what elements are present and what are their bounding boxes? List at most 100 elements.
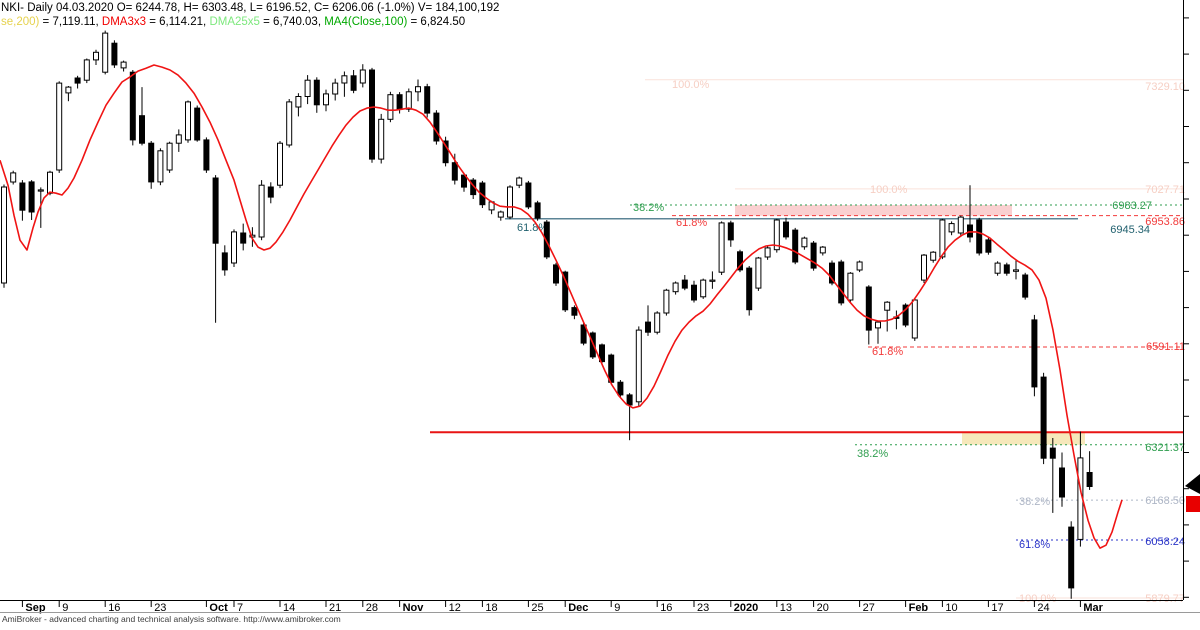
x-tick-label-10: 10: [945, 602, 957, 614]
candle-body: [323, 93, 329, 106]
candle-body: [967, 224, 973, 238]
indicator-segment-5: = 6,740.03,: [259, 16, 325, 28]
candle-body: [635, 329, 642, 403]
x-tick-label-2020: 2020: [734, 602, 758, 614]
candle-body: [175, 134, 182, 144]
indicator-segment-1: = 7,119.11,: [39, 16, 102, 28]
x-tick-label-sep: Sep: [25, 602, 45, 614]
candle-body: [856, 261, 863, 271]
x-tick-label-nov: Nov: [403, 602, 425, 614]
candle-body: [1068, 526, 1075, 589]
candle-body: [332, 82, 339, 95]
candle-body: [976, 219, 983, 254]
candle-body: [405, 91, 412, 110]
ohlc-info-line: NKI- Daily 04.03.2020 O= 6244.78, H= 630…: [1, 2, 500, 14]
candle-body: [111, 42, 118, 66]
candle-body: [369, 69, 375, 160]
candle-body: [139, 115, 145, 144]
indicator-segment-6: MA4(Close,100): [324, 16, 408, 28]
candle-body: [838, 261, 845, 304]
red-moving-average-line: [0, 64, 1123, 549]
candle-body: [350, 75, 357, 91]
candle-body: [129, 71, 136, 141]
x-tick-label-16: 16: [108, 602, 120, 614]
candle-body: [516, 177, 523, 186]
candle-body: [442, 140, 449, 164]
candle-body: [534, 202, 541, 219]
candle-body: [359, 69, 366, 84]
candle-body: [691, 284, 697, 301]
candle-body: [433, 112, 440, 142]
candle-body: [19, 182, 26, 211]
candle-body: [221, 252, 228, 271]
candles-layer: [1, 30, 1093, 599]
candle-body: [580, 324, 587, 344]
candle-body: [1040, 376, 1047, 459]
candle-body: [194, 107, 201, 141]
candle-body: [313, 79, 320, 106]
current-price-arrow-icon: [1185, 474, 1200, 494]
candle-body: [865, 286, 872, 331]
fib-61pct-6953-value-label: 6953.86: [1145, 216, 1185, 228]
x-tick-label-dec: Dec: [568, 602, 588, 614]
resistance-zone-band: [735, 205, 1012, 216]
candle-body: [65, 86, 72, 94]
candle-body: [737, 251, 743, 271]
candle-body: [28, 181, 35, 213]
fib-38pct-6321-value-label: 6321.37: [1145, 442, 1185, 454]
fib-61pct-6058-pct-label: 61.8%: [1019, 539, 1050, 551]
indicator-segment-3: = 6,114.21,: [146, 16, 210, 28]
x-tick-label-20: 20: [817, 602, 829, 614]
candle-body: [994, 262, 1001, 274]
candle-body: [461, 174, 467, 188]
candle-body: [764, 247, 771, 258]
candle-body: [1013, 269, 1019, 272]
candle-body: [543, 221, 550, 258]
x-tick-label-23: 23: [154, 602, 166, 614]
fib-100pct-5879-pct-label: 100.0%: [1019, 593, 1057, 605]
candle-body: [157, 150, 164, 183]
candle-body: [286, 101, 293, 146]
candle-body: [525, 182, 532, 208]
candle-body: [240, 232, 247, 244]
candle-body: [185, 101, 191, 141]
candle-body: [56, 82, 63, 171]
axes: [0, 0, 1189, 607]
candle-body: [663, 289, 670, 314]
x-tick-label-23: 23: [697, 602, 709, 614]
candle-body: [231, 231, 237, 264]
level-line-6945-pct-label: 61.8%: [517, 222, 548, 234]
fib-61pct-6591-pct-label: 61.8%: [872, 346, 903, 358]
candle-body: [654, 312, 661, 333]
candle-body: [83, 59, 90, 81]
fib-100pct-7027-value-label: 7027.71: [1145, 184, 1185, 196]
candle-body: [875, 321, 881, 329]
candle-body: [773, 219, 780, 251]
fib-38pct-6983-value-label: 6983.27: [1112, 200, 1152, 212]
level-line-6945-value-label: 6945.34: [1110, 224, 1150, 236]
fib-38pct-6983-pct-label: 38.2%: [633, 202, 664, 214]
x-tick-label-12: 12: [449, 602, 461, 614]
candle-body: [120, 61, 127, 69]
candle-body: [1031, 319, 1038, 388]
indicator-segment-0: se,200): [1, 16, 40, 28]
candle-body: [727, 222, 734, 241]
candle-body: [553, 264, 559, 284]
x-tick-label-14: 14: [283, 602, 295, 614]
indicator-segment-2: DMA3x3: [101, 16, 147, 28]
candle-body: [847, 272, 854, 301]
candle-body: [801, 237, 808, 248]
indicator-values-line: se,200) = 7,119.11, DMA3x3 = 6,114.21, D…: [1, 16, 465, 28]
candle-body: [985, 239, 992, 253]
candle-body: [10, 172, 17, 183]
candle-body: [258, 184, 265, 238]
candle-body: [599, 344, 605, 363]
support-zone-band: [962, 432, 1085, 445]
indicator-segment-4: DMA25x5: [209, 16, 260, 28]
candle-body: [267, 186, 274, 198]
fib-100pct-7027-pct-label: 100.0%: [870, 184, 908, 196]
candle-body: [497, 211, 504, 218]
fib-38pct-6321-pct-label: 38.2%: [857, 448, 888, 460]
candle-body: [939, 219, 946, 258]
